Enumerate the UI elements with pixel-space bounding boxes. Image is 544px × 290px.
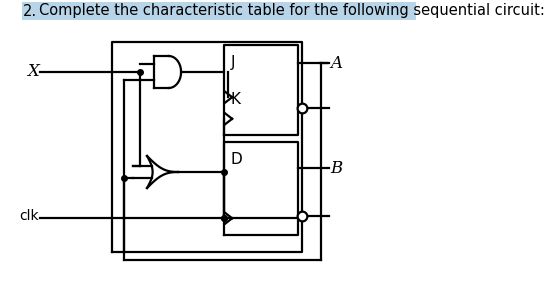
Text: J: J [231, 55, 235, 70]
Text: clk: clk [19, 209, 39, 223]
Text: X: X [27, 64, 39, 81]
Text: B: B [330, 160, 343, 177]
Text: Complete the characteristic table for the following sequential circuit:: Complete the characteristic table for th… [39, 3, 544, 19]
Text: D: D [231, 153, 243, 168]
Text: A: A [330, 55, 342, 72]
Text: K: K [231, 93, 240, 108]
Text: 2.: 2. [23, 3, 38, 19]
FancyBboxPatch shape [22, 2, 416, 20]
